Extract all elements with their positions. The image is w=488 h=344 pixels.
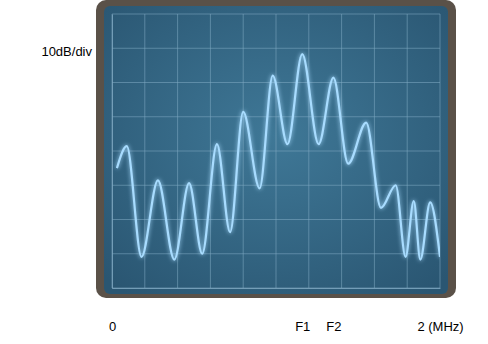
- x-tick: 2 (MHz): [417, 288, 463, 334]
- x-axis-line: [113, 288, 441, 289]
- y-axis: [112, 15, 114, 289]
- grid-line: [112, 151, 440, 152]
- y-axis-line: [112, 15, 113, 289]
- spectrum-trace: [117, 54, 440, 260]
- x-axis: 0 F1 F2 2 (MHz): [109, 288, 464, 334]
- bezel: [96, 0, 456, 298]
- grid-line: [112, 14, 440, 15]
- plot-area: [117, 54, 440, 260]
- grid-line: [112, 288, 440, 289]
- grid-line: [112, 48, 440, 49]
- graticule: [112, 14, 440, 288]
- x-tick-label: 2 (MHz): [417, 319, 463, 334]
- x-tick-label: F2: [326, 319, 341, 334]
- graticule-line: [112, 14, 113, 288]
- x-tick: F2: [326, 288, 341, 334]
- x-tick-label: F1: [295, 319, 310, 334]
- grid-line: [112, 253, 440, 254]
- x-tick: F1: [295, 288, 310, 334]
- grid-line: [112, 219, 440, 220]
- grid-line: [112, 116, 440, 117]
- grid: [112, 14, 440, 288]
- chart: 0 F1 F2 2 (MHz) 10dB/div: [0, 0, 488, 344]
- screen: [104, 6, 448, 294]
- x-tick: 0: [109, 288, 116, 334]
- x-tick-label: 0: [109, 319, 116, 334]
- y-label: 10dB/div: [41, 44, 92, 59]
